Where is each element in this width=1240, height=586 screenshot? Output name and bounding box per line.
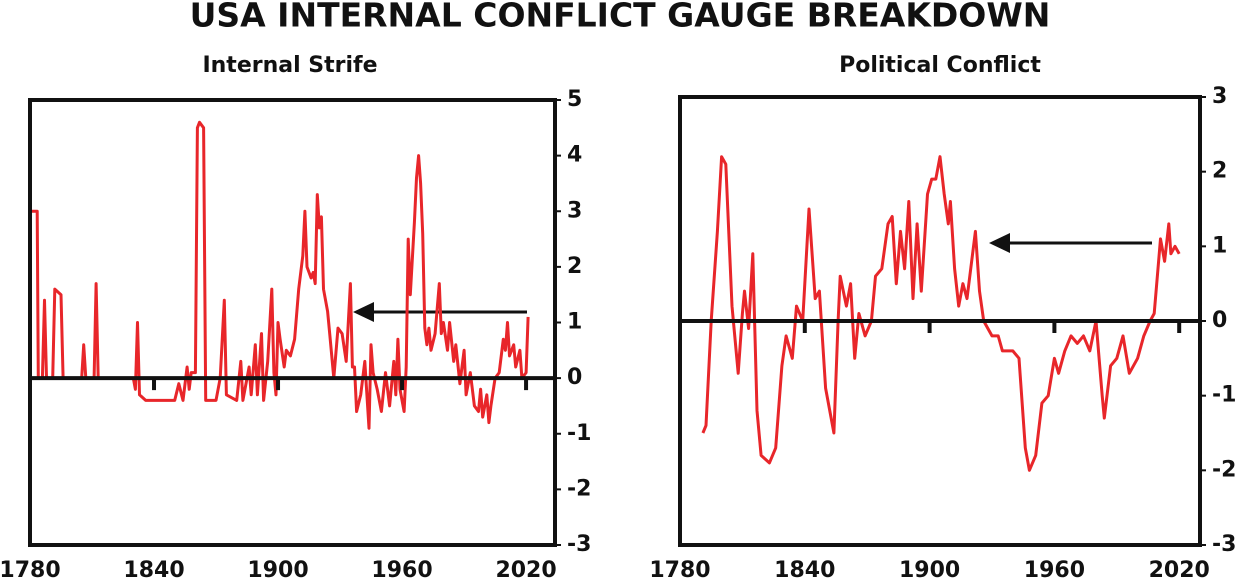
x-tick-label: 1840 <box>123 558 184 582</box>
x-tick-label: 1840 <box>774 558 835 582</box>
y-tick-label: 2 <box>567 254 582 279</box>
data-line <box>30 120 530 430</box>
y-tick-label: 0 <box>567 365 582 390</box>
x-tick-label: 1900 <box>247 558 308 582</box>
y-tick-label: 1 <box>567 310 582 335</box>
x-tick-label: 1960 <box>1024 558 1085 582</box>
y-tick-label: 4 <box>567 143 582 168</box>
plot-frame <box>28 98 557 547</box>
y-tick-label: -2 <box>1212 457 1236 482</box>
main-title: USA INTERNAL CONFLICT GAUGE BREAKDOWN <box>190 0 1051 35</box>
y-tick-label: -1 <box>1212 383 1236 408</box>
y-tick-label: 3 <box>567 198 582 223</box>
x-tick-label: 1780 <box>649 558 710 582</box>
y-tick-label: 2 <box>1212 159 1227 184</box>
y-tick-label: 3 <box>1212 84 1227 109</box>
x-tick-label: 2020 <box>495 558 556 582</box>
panel-title: Political Conflict <box>839 53 1041 78</box>
y-tick-label: 5 <box>567 87 582 112</box>
y-tick-label: 0 <box>1212 308 1227 333</box>
annotation-arrow <box>353 302 527 322</box>
x-tick-label: 1780 <box>0 558 61 582</box>
panel-title: Internal Strife <box>202 53 377 78</box>
x-tick-label: 1960 <box>371 558 432 582</box>
panel: Internal Strife 5 4 3 2 1 0 -1 -2 -3 1780 1840 1900 1… <box>0 53 591 583</box>
annotation-arrow <box>989 233 1152 253</box>
y-tick-label: -3 <box>1212 532 1236 557</box>
y-tick-label: -3 <box>567 532 591 557</box>
y-tick-label: 1 <box>1212 233 1227 258</box>
arrow-head <box>989 233 1010 253</box>
x-tick-label: 1900 <box>899 558 960 582</box>
x-tick-label: 2020 <box>1149 558 1210 582</box>
plot-frame <box>678 95 1202 547</box>
arrow-head <box>353 302 374 322</box>
y-tick-label: -2 <box>567 476 591 501</box>
y-tick-label: -1 <box>567 421 591 446</box>
data-line <box>701 155 1181 472</box>
panel: Political Conflict 3 2 1 0 -1 -2 -3 1780 1840 1900… <box>649 53 1236 583</box>
